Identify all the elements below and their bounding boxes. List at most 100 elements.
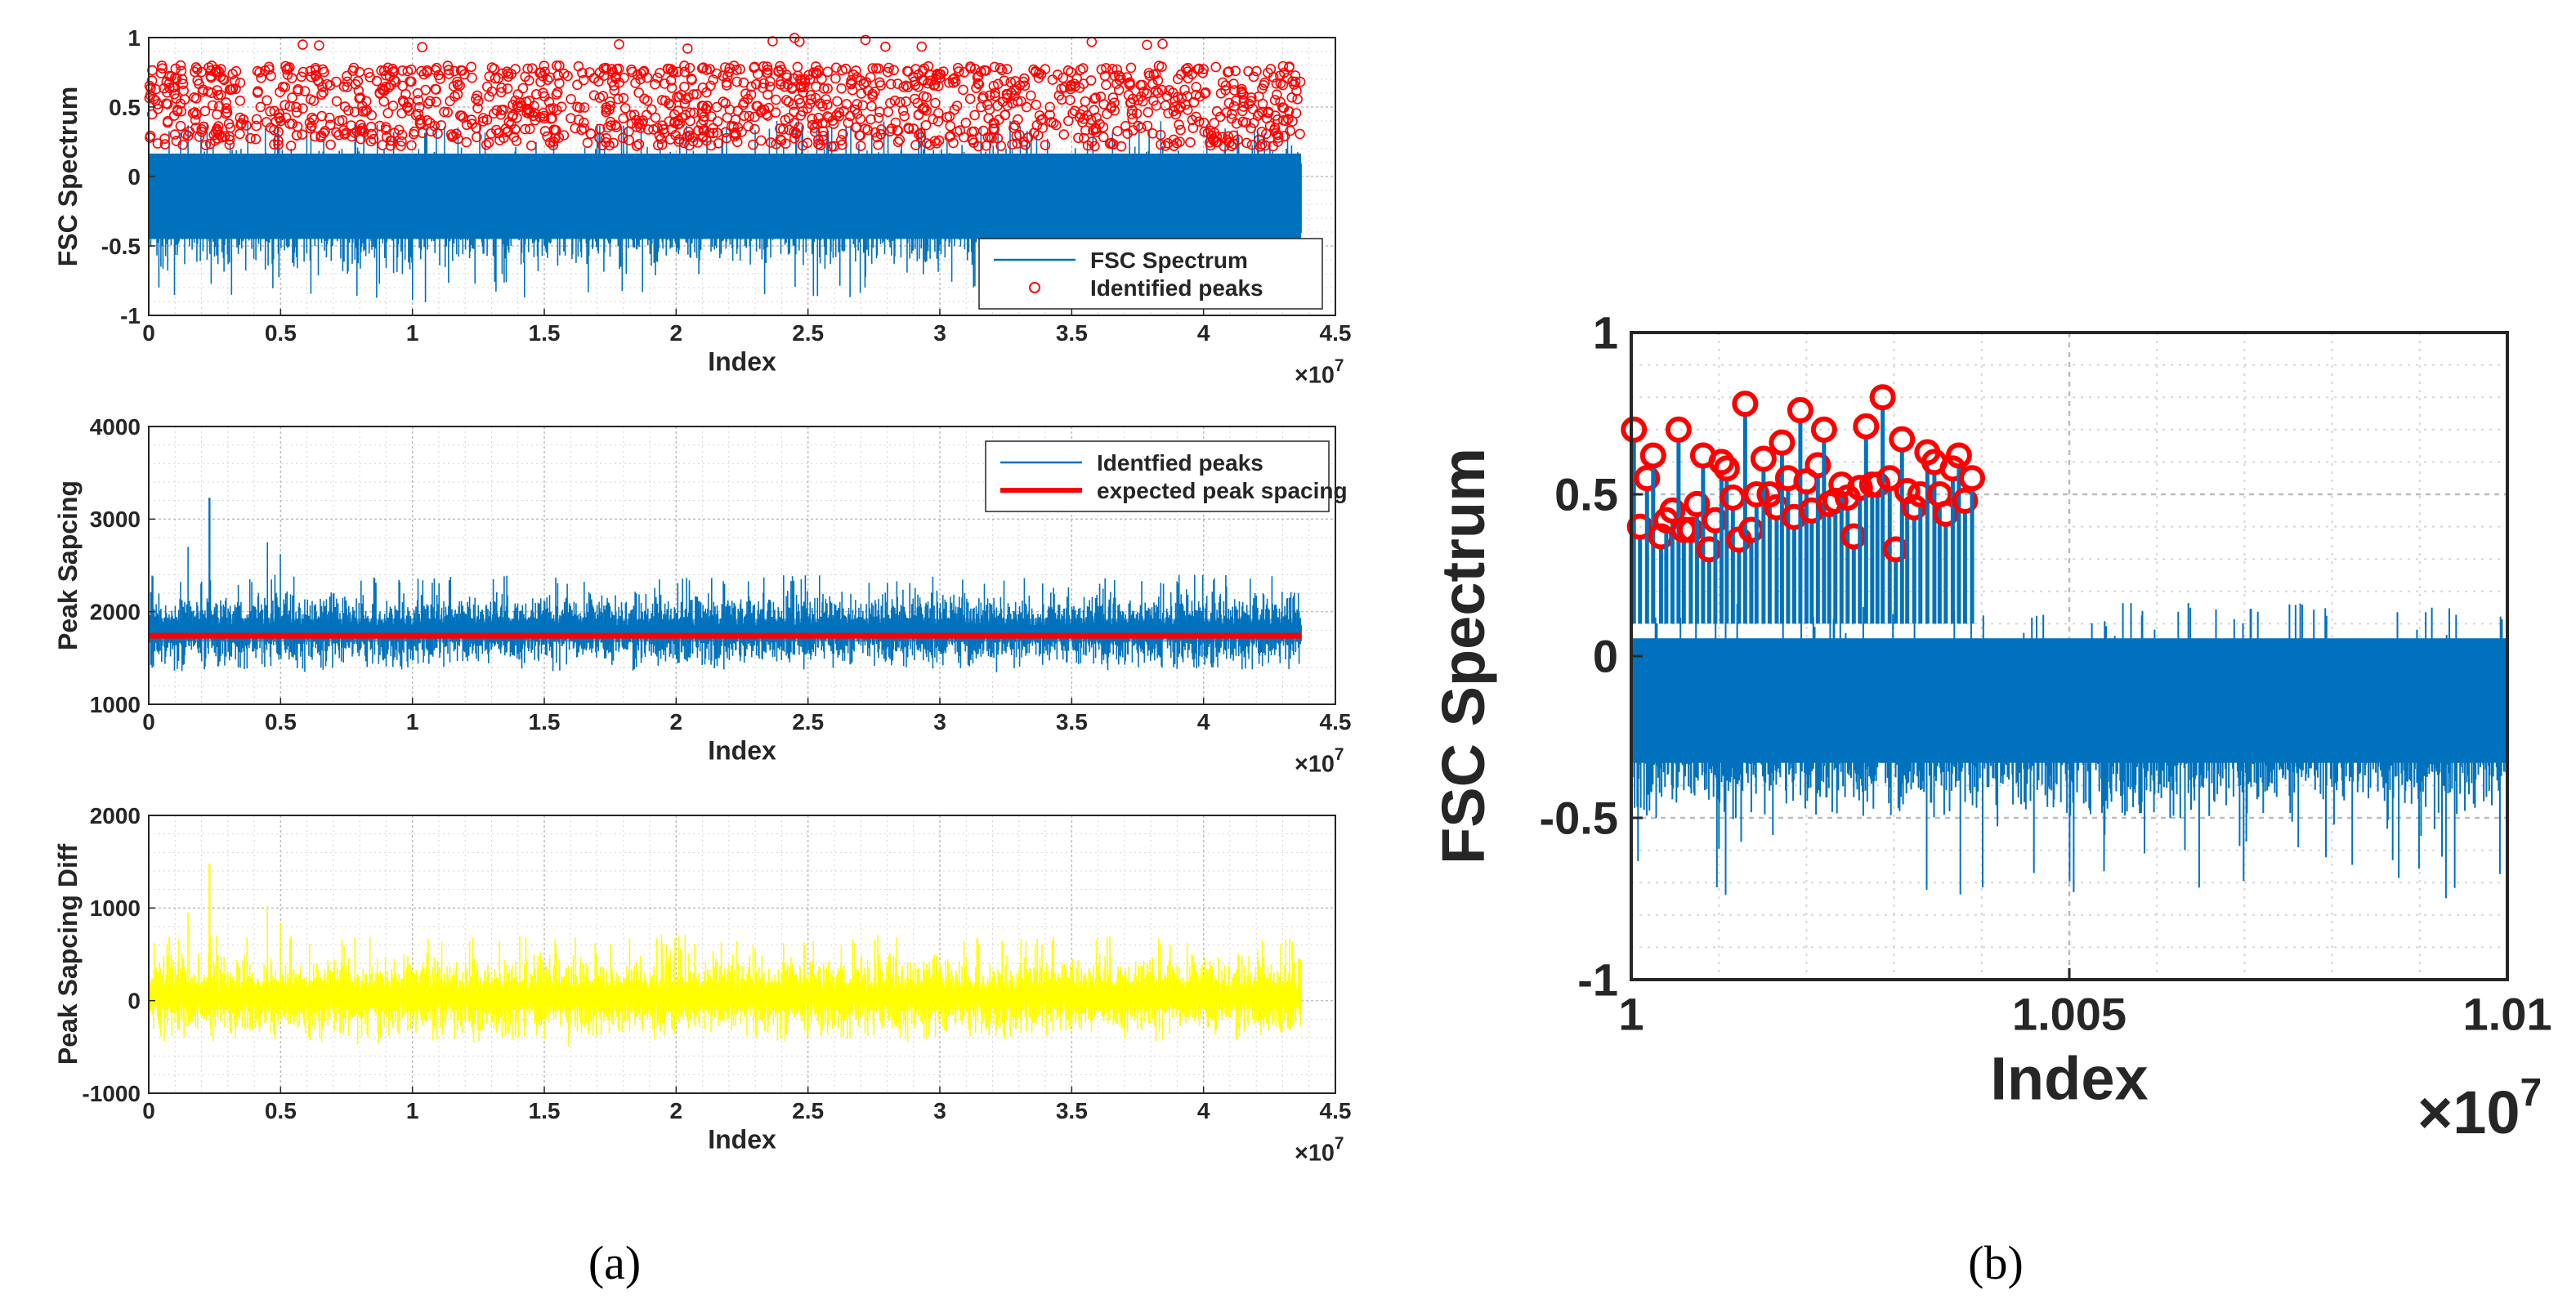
- peak-marker: [1002, 64, 1013, 74]
- peak-marker: [924, 69, 935, 80]
- peak-marker: [624, 135, 634, 145]
- peak-marker: [401, 102, 413, 114]
- peak-marker: [280, 100, 290, 110]
- peak-marker: [773, 65, 784, 76]
- peak-marker: [755, 135, 767, 146]
- legend-label: Identified peaks: [1090, 275, 1263, 301]
- peak-marker: [181, 129, 191, 140]
- peak-marker: [1223, 67, 1233, 78]
- peak-marker: [830, 62, 842, 74]
- peak-marker: [821, 99, 833, 110]
- legend-marker: [1029, 282, 1040, 293]
- peak-marker: [779, 81, 790, 92]
- series-peak-markers: [1621, 384, 1986, 624]
- peak-marker: [490, 73, 501, 84]
- y-tick-label: 1: [1593, 307, 1618, 359]
- peak-marker: [1743, 481, 1770, 507]
- peak-marker: [646, 104, 657, 115]
- peak-marker: [750, 78, 762, 90]
- peak-marker: [874, 106, 885, 118]
- peak-marker: [385, 141, 396, 151]
- peak-marker: [291, 101, 302, 113]
- peak-marker: [929, 136, 941, 146]
- peak-marker: [235, 96, 246, 106]
- peak-marker: [1272, 89, 1282, 100]
- peak-marker: [1112, 126, 1123, 136]
- peak-marker: [1204, 137, 1215, 148]
- peak-marker: [740, 88, 751, 99]
- peak-marker: [758, 78, 770, 89]
- peak-marker: [477, 113, 489, 123]
- peak-marker: [251, 120, 262, 132]
- peak-marker: [1229, 85, 1240, 96]
- peak-marker: [1248, 71, 1259, 83]
- peak-marker: [423, 98, 434, 109]
- peak-marker: [1659, 497, 1686, 524]
- peak-marker: [489, 63, 500, 74]
- peak-marker: [546, 114, 557, 124]
- peak-marker: [576, 124, 587, 136]
- peak-marker: [443, 65, 454, 75]
- peak-marker: [454, 80, 466, 92]
- peak-marker: [594, 92, 606, 103]
- peak-marker: [880, 41, 891, 52]
- peak-marker: [1191, 89, 1201, 100]
- peak-marker: [396, 65, 408, 76]
- peak-marker: [1073, 132, 1084, 144]
- peak-marker: [818, 83, 830, 94]
- peak-marker: [867, 88, 878, 100]
- peak-marker: [633, 139, 645, 150]
- peak-marker: [704, 127, 715, 138]
- peak-marker: [496, 83, 507, 93]
- peak-marker: [1188, 96, 1200, 108]
- peak-marker: [792, 70, 803, 81]
- peak-marker: [483, 137, 494, 148]
- peak-marker: [862, 124, 873, 136]
- peak-marker: [1290, 70, 1301, 81]
- peak-marker: [875, 129, 887, 140]
- peak-marker: [449, 91, 460, 102]
- peak-marker: [1078, 78, 1089, 89]
- peak-marker: [212, 133, 223, 144]
- peak-marker: [524, 123, 535, 135]
- peak-marker: [263, 64, 275, 75]
- x-tick-label: 2: [670, 320, 683, 346]
- peak-marker: [224, 139, 235, 150]
- peak-marker: [765, 137, 776, 148]
- peak-marker: [431, 62, 442, 74]
- peak-marker: [293, 84, 303, 95]
- peak-marker: [1254, 134, 1264, 145]
- peak-marker: [422, 65, 433, 76]
- peak-marker: [539, 126, 551, 136]
- peak-marker: [613, 93, 624, 105]
- peak-marker: [472, 103, 483, 114]
- peak-marker: [996, 65, 1008, 75]
- signal-core: [149, 983, 1302, 1009]
- x-tick-label: 3: [933, 320, 946, 346]
- peak-marker: [932, 116, 944, 127]
- peak-marker: [255, 101, 266, 113]
- peak-marker: [481, 139, 492, 150]
- y-tick-label: 1000: [90, 692, 141, 717]
- peak-marker: [817, 118, 828, 129]
- x-tick-label: 1: [406, 320, 419, 346]
- peak-marker: [972, 72, 983, 83]
- peak-marker: [829, 141, 839, 152]
- peak-marker: [1219, 141, 1229, 152]
- peak-marker: [648, 124, 659, 135]
- y-tick-label: 0: [127, 164, 141, 190]
- peak-marker: [834, 110, 845, 122]
- peak-marker: [380, 122, 391, 132]
- peak-marker: [711, 101, 722, 113]
- peak-marker: [1639, 442, 1666, 469]
- peak-marker: [650, 112, 661, 123]
- peak-marker: [261, 117, 272, 127]
- peak-marker: [899, 110, 910, 122]
- peak-marker: [1243, 66, 1254, 77]
- peak-marker: [614, 38, 624, 50]
- peak-marker: [442, 107, 454, 118]
- peak-marker: [365, 122, 377, 132]
- peak-marker: [1058, 129, 1070, 140]
- peak-marker: [196, 124, 207, 135]
- peak-marker: [471, 132, 482, 143]
